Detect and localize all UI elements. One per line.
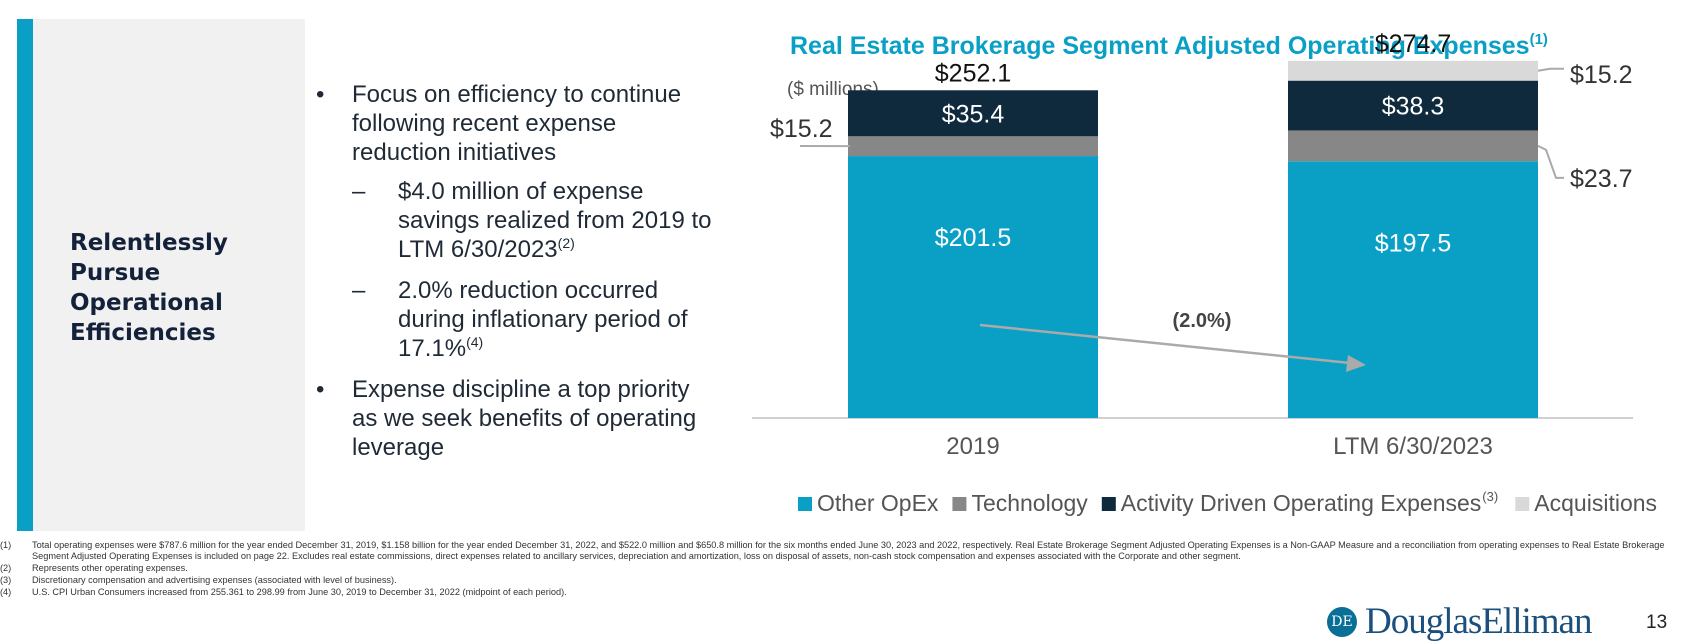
data-label: $201.5 bbox=[935, 224, 1011, 252]
legend-label: Activity Driven Operating Expenses bbox=[1121, 490, 1482, 516]
bar-segment-technology bbox=[1288, 130, 1538, 161]
page-number: 13 bbox=[1646, 612, 1667, 634]
total-label: $274.7 bbox=[1375, 30, 1451, 58]
logo-mark-icon: DE bbox=[1327, 607, 1357, 637]
legend-swatch bbox=[952, 497, 966, 511]
footnote: (3) Discretionary compensation and advert… bbox=[0, 575, 1699, 586]
legend-swatch bbox=[798, 497, 812, 511]
stacked-bar-chart: ($ millions)2019$252.1$201.5$35.4$15.2LT… bbox=[0, 0, 1699, 540]
footnote-text: Total operating expenses were $787.6 mil… bbox=[32, 540, 1664, 561]
footnote-text: U.S. CPI Urban Consumers increased from … bbox=[32, 587, 567, 597]
footnote-number: (2) bbox=[0, 563, 11, 574]
footnote-text: Discretionary compensation and advertisi… bbox=[32, 575, 397, 585]
legend-label: Acquisitions bbox=[1534, 490, 1657, 516]
data-label: $38.3 bbox=[1382, 93, 1445, 121]
leader-line bbox=[1538, 146, 1564, 178]
legend-label: Other OpEx bbox=[817, 490, 939, 516]
legend-label: Technology bbox=[971, 490, 1088, 516]
footnotes: (1) Total operating expenses were $787.6 … bbox=[0, 540, 1699, 599]
data-label: $15.2 bbox=[1570, 61, 1633, 89]
footnote-text: Represents other operating expenses. bbox=[32, 563, 188, 573]
footnote: (1) Total operating expenses were $787.6 … bbox=[0, 540, 1699, 562]
data-label: $35.4 bbox=[942, 100, 1005, 128]
legend-footnote-ref: (3) bbox=[1482, 489, 1498, 504]
footnote-number: (4) bbox=[0, 587, 11, 598]
legend-swatch bbox=[1102, 497, 1116, 511]
leader-line bbox=[1538, 69, 1564, 71]
logo-text: DouglasElliman bbox=[1365, 600, 1591, 643]
change-annotation: (2.0%) bbox=[1173, 310, 1232, 332]
footnote-number: (3) bbox=[0, 575, 11, 586]
footnote-number: (1) bbox=[0, 540, 11, 551]
bar-segment-other-opex bbox=[1288, 161, 1538, 418]
legend-swatch bbox=[1515, 497, 1529, 511]
bar-segment-acquisitions bbox=[1288, 61, 1538, 81]
total-label: $252.1 bbox=[935, 59, 1011, 87]
bar-segment-other-opex bbox=[848, 156, 1098, 418]
x-tick-label: LTM 6/30/2023 bbox=[1333, 433, 1493, 460]
data-label: $23.7 bbox=[1570, 165, 1633, 193]
x-tick-label: 2019 bbox=[946, 433, 999, 460]
data-label: $197.5 bbox=[1375, 229, 1451, 257]
footnote: (4) U.S. CPI Urban Consumers increased fr… bbox=[0, 587, 1699, 598]
footnote: (2) Represents other operating expenses. bbox=[0, 563, 1699, 574]
douglas-elliman-logo: DE DouglasElliman bbox=[1327, 600, 1591, 643]
bar-segment-technology bbox=[848, 136, 1098, 156]
data-label: $15.2 bbox=[770, 115, 833, 143]
